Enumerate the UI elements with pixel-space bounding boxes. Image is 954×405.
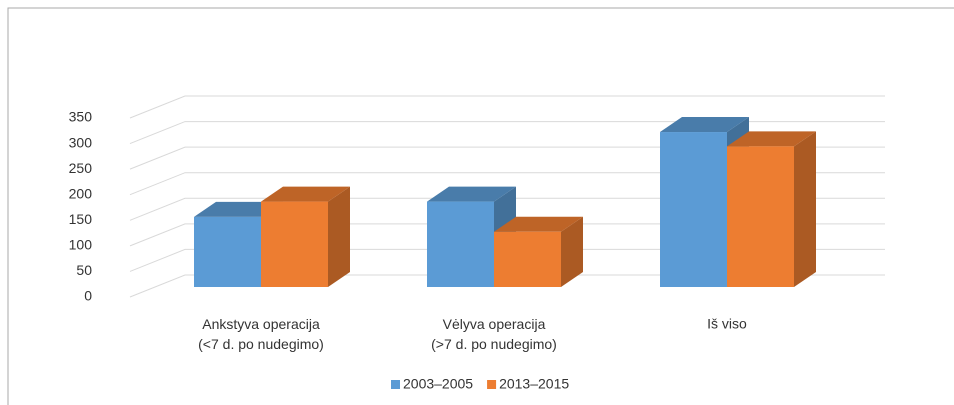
bar-top	[660, 117, 749, 133]
grid-line	[129, 248, 885, 272]
frame	[7, 7, 954, 405]
bar	[727, 146, 794, 287]
y-tick-label: 350	[69, 109, 93, 125]
y-tick-label: 250	[69, 160, 93, 176]
bar-top	[427, 186, 516, 202]
bar	[427, 201, 494, 287]
y-tick-label: 300	[69, 134, 93, 150]
bar-side	[328, 186, 350, 287]
bar	[261, 201, 328, 287]
bar-side	[794, 131, 816, 287]
legend-label: 2013–2015	[499, 376, 569, 392]
y-tick-label: 50	[76, 262, 92, 278]
y-tick-label: 100	[69, 237, 93, 253]
legend-label: 2003–2005	[403, 376, 473, 392]
grid-line	[129, 172, 885, 196]
legend-swatch	[391, 380, 400, 389]
bar	[194, 216, 261, 287]
y-tick-label: 150	[69, 211, 93, 227]
y-tick-label: 200	[69, 185, 93, 201]
grid-line	[129, 121, 885, 145]
bar	[494, 231, 561, 287]
x-tick-label: Vėlyva operacija (>7 d. po nudegimo)	[431, 316, 557, 352]
grid-line	[129, 95, 885, 119]
bar	[660, 132, 727, 287]
bar-side	[561, 216, 583, 287]
bar-top	[494, 216, 583, 232]
grid-line	[129, 146, 885, 170]
legend-swatch	[487, 380, 497, 389]
grid-line	[129, 197, 885, 221]
y-tick-label: 0	[84, 288, 92, 304]
bar-top	[194, 201, 283, 217]
grid-line	[129, 274, 885, 298]
x-tick-label: Iš viso	[707, 316, 747, 332]
x-tick-label: Ankstyva operacija (<7 d. po nudegimo)	[198, 316, 324, 352]
bar-top	[261, 186, 350, 202]
bar-top	[727, 131, 816, 147]
grid-line	[129, 223, 885, 247]
